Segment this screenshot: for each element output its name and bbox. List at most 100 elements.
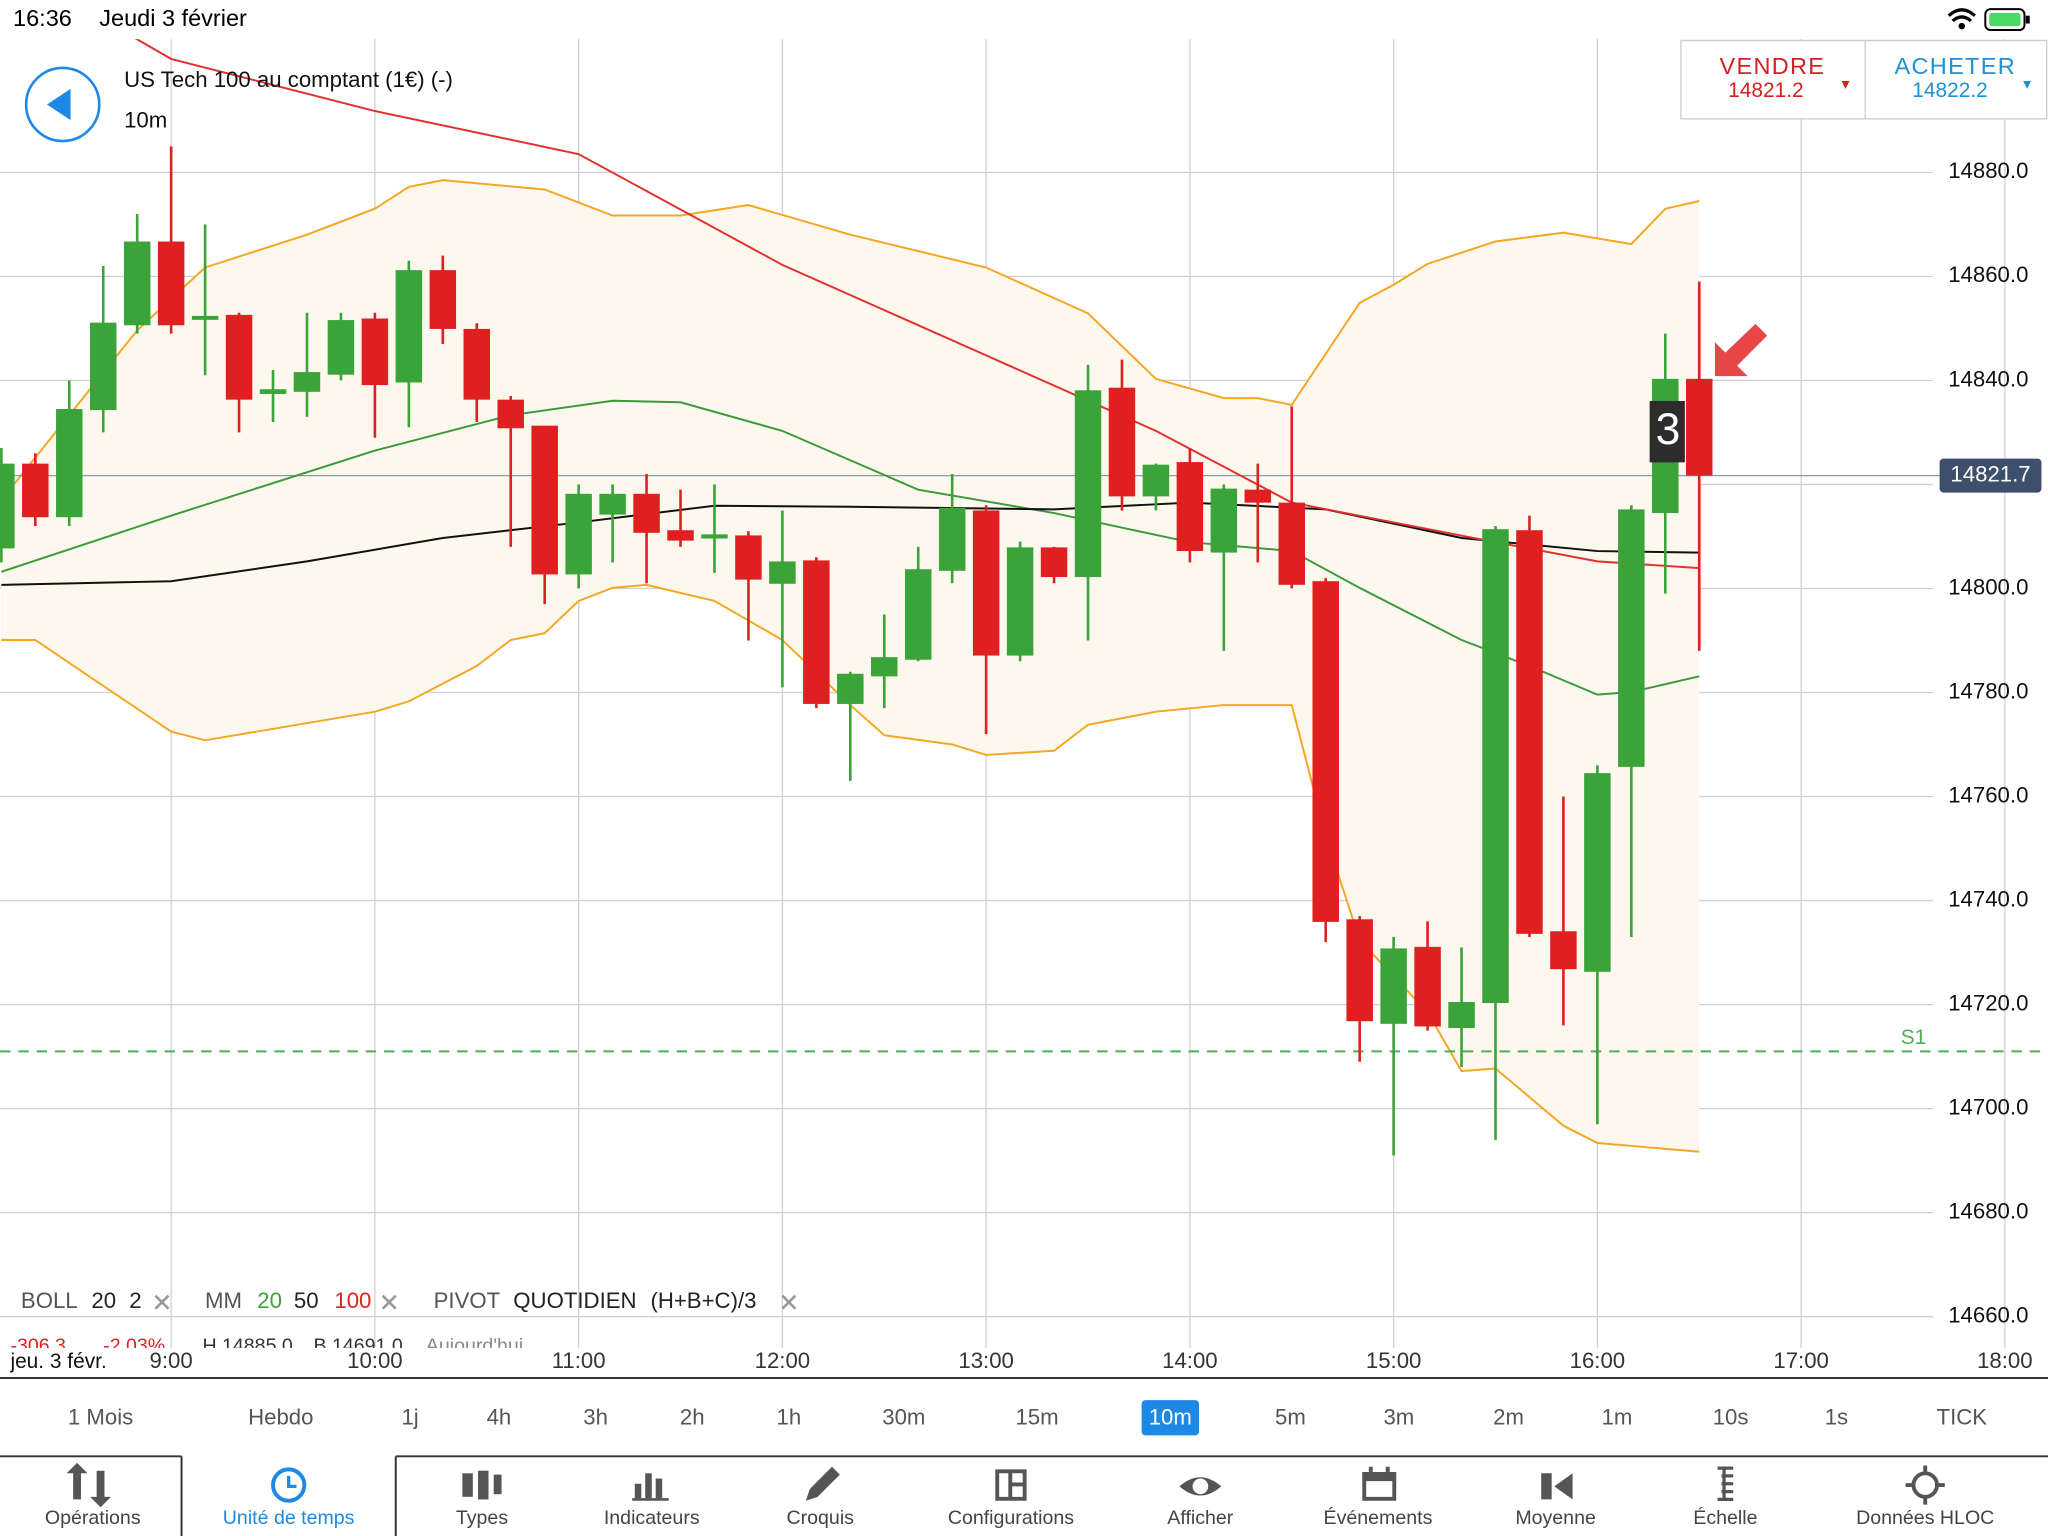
trade-box xyxy=(1680,39,2048,120)
timeframe[interactable]: 10m xyxy=(1149,1404,1192,1429)
tab-label[interactable]: Croquis xyxy=(787,1507,855,1529)
candle-body xyxy=(1006,547,1034,656)
x-tick-label: 13:00 xyxy=(958,1348,1014,1373)
position-badge[interactable]: 3 xyxy=(1649,400,1685,463)
timeframe[interactable]: 1h xyxy=(777,1404,802,1429)
timeframe[interactable]: 1m xyxy=(1602,1404,1633,1429)
y-tick-label: 14740.0 xyxy=(1948,886,2028,911)
status-date: Jeudi 3 février xyxy=(99,5,247,31)
timeframe[interactable]: TICK xyxy=(1937,1404,1988,1429)
boll-deviation: 2 xyxy=(129,1288,141,1313)
pivot-label: S1 xyxy=(1901,1026,1927,1049)
candle-body xyxy=(531,425,558,575)
remove-icon[interactable] xyxy=(381,1294,397,1310)
tab-label[interactable]: Afficher xyxy=(1167,1507,1233,1529)
timeframe[interactable]: 10s xyxy=(1713,1404,1749,1429)
x-tick-label: 10:00 xyxy=(347,1348,403,1373)
candle-body xyxy=(89,322,117,411)
buy-button[interactable]: ACHETER 14822.2 xyxy=(1895,53,2032,102)
candle-body xyxy=(191,315,219,320)
y-tick-label: 14780.0 xyxy=(1948,678,2028,703)
interval: 10m xyxy=(124,107,167,132)
tab-label[interactable]: Indicateurs xyxy=(604,1507,700,1529)
x-tick-label: 16:00 xyxy=(1570,1348,1626,1373)
x-tick-label: 12:00 xyxy=(755,1348,811,1373)
candle-body xyxy=(1210,488,1238,553)
tab-label[interactable]: Opérations xyxy=(45,1507,141,1529)
mm-label: MM xyxy=(205,1288,242,1313)
badge-text: 3 xyxy=(1656,405,1681,454)
pivot-formula: (H+B+C)/3 xyxy=(650,1288,756,1313)
tab-label[interactable]: Données HLOC xyxy=(1856,1507,1994,1529)
candle-body xyxy=(497,399,524,429)
timeframe[interactable]: 1 Mois xyxy=(68,1404,133,1429)
x-tick-label: 18:00 xyxy=(1977,1348,2033,1373)
tab-label[interactable]: Événements xyxy=(1324,1506,1433,1529)
timeframe[interactable]: 1j xyxy=(401,1404,418,1429)
timeframe[interactable]: 4h xyxy=(487,1404,512,1429)
time-axis-bg xyxy=(0,1347,2048,1378)
tab-label[interactable]: Unité de temps xyxy=(223,1507,355,1529)
timeframe[interactable]: 2h xyxy=(680,1404,705,1429)
candle-body xyxy=(769,561,796,584)
date-label: jeu. 3 févr. xyxy=(9,1350,106,1373)
tab-label[interactable]: Configurations xyxy=(948,1507,1074,1529)
candle-body xyxy=(938,507,966,571)
last-price-label: 14821.7 xyxy=(1950,461,2030,486)
remove-icon[interactable] xyxy=(154,1294,170,1310)
candle-body xyxy=(972,510,1000,656)
axis: 14660.0 14680.0 14700.0 14720.0 14740.0 14760… xyxy=(1901,158,2042,1328)
candle-body xyxy=(837,673,864,704)
y-tick-label: 14760.0 xyxy=(1948,782,2028,807)
candle-body xyxy=(1040,547,1068,578)
y-tick-label: 14660.0 xyxy=(1948,1303,2028,1328)
band-upper xyxy=(0,179,1700,501)
x-tick-label: 17:00 xyxy=(1773,1348,1829,1373)
candle-body xyxy=(1686,378,1713,476)
candle-body xyxy=(904,569,932,660)
candle-body xyxy=(633,493,660,533)
boll-period: 20 xyxy=(91,1288,116,1313)
candle-body xyxy=(361,318,389,386)
y-tick-label: 14840.0 xyxy=(1948,366,2028,391)
candle-body xyxy=(1414,946,1441,1027)
timeframe-bar: 1 Mois Hebdo 1j 4h 3h 2h 1h 30m 15m 10m 5m 3m 2m 1m 10… xyxy=(68,1400,1988,1436)
band-fill xyxy=(1,180,1700,1152)
back-button[interactable] xyxy=(24,66,101,143)
moving-average xyxy=(1,501,1700,586)
timeframe[interactable]: 1s xyxy=(1825,1404,1848,1429)
candle-body xyxy=(123,241,151,326)
timeframe[interactable]: Hebdo xyxy=(248,1404,313,1429)
tab-label[interactable]: Types xyxy=(456,1507,508,1529)
plot xyxy=(0,39,2048,1156)
candle-body xyxy=(1142,464,1170,497)
timeframe[interactable]: 3h xyxy=(583,1404,608,1429)
candle-body xyxy=(1482,529,1509,1004)
timeframe[interactable]: 2m xyxy=(1493,1404,1524,1429)
pivot-frequency: QUOTIDIEN xyxy=(513,1288,636,1313)
timeframe[interactable]: 30m xyxy=(882,1404,925,1429)
candle-body xyxy=(157,241,185,326)
tab-label[interactable]: Échelle xyxy=(1693,1506,1757,1529)
candle-body xyxy=(735,535,762,580)
candle-body xyxy=(1074,390,1102,578)
candle-body xyxy=(1278,502,1306,585)
candle-body xyxy=(225,314,253,400)
remove-icon[interactable] xyxy=(781,1294,797,1310)
timeframe[interactable]: 15m xyxy=(1015,1404,1058,1429)
candle-body xyxy=(1176,462,1204,552)
buy-label: ACHETER xyxy=(1895,53,2016,79)
candle-body xyxy=(395,270,423,383)
sell-button[interactable]: VENDRE 14821.2 xyxy=(1720,53,1850,102)
mm-period: 100 xyxy=(334,1288,371,1313)
x-tick-label: 9:00 xyxy=(150,1348,193,1373)
candle-body xyxy=(259,389,287,394)
tab-label[interactable]: Moyenne xyxy=(1515,1507,1596,1529)
x-axis: 9:00 10:00 11:00 12:00 13:00 14:00 15:00 16:00 1… xyxy=(150,1348,2033,1373)
status-icons xyxy=(1947,8,2030,32)
timeframe[interactable]: 5m xyxy=(1275,1404,1306,1429)
candle-body xyxy=(56,409,83,518)
mm-period: 20 xyxy=(257,1288,282,1313)
timeframe[interactable]: 3m xyxy=(1383,1404,1414,1429)
x-tick-label: 15:00 xyxy=(1366,1348,1422,1373)
